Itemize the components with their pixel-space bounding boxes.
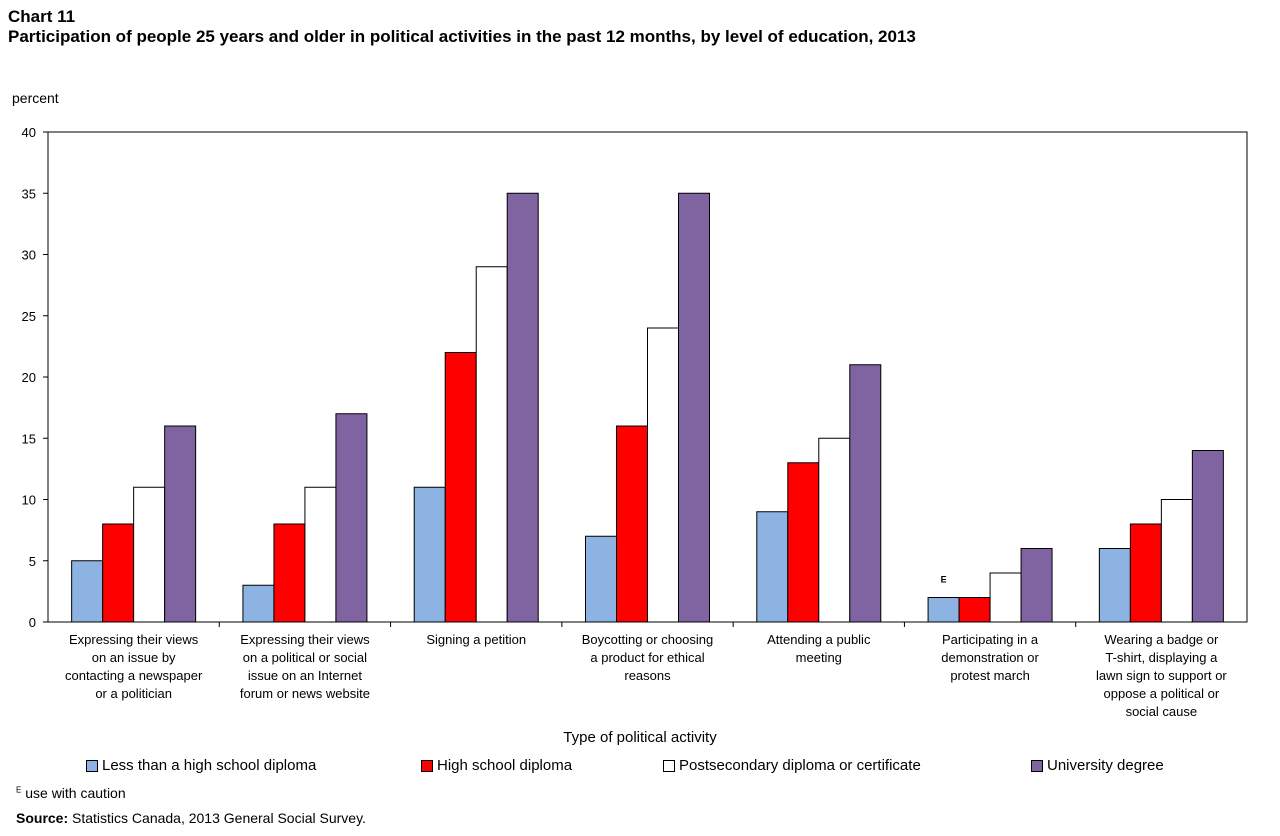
x-category-label: on an issue by: [92, 650, 176, 665]
x-category-label: issue on an Internet: [248, 668, 363, 683]
legend-swatch: [1031, 759, 1043, 772]
bar: [787, 462, 820, 623]
x-category-label: social cause: [1126, 704, 1198, 719]
legend-item-university: University degree: [1031, 757, 1164, 774]
x-category-label: meeting: [796, 650, 842, 665]
legend-item-less-than-high-school: Less than a high school diploma: [86, 757, 316, 774]
bar: [958, 597, 991, 623]
y-tick-label: 20: [22, 370, 36, 385]
bar: [756, 511, 789, 623]
x-category-label: contacting a newspaper: [65, 668, 203, 683]
bar: [616, 425, 648, 623]
legend-label: Postsecondary diploma or certificate: [679, 757, 921, 774]
bar: [164, 425, 197, 623]
bar: [1098, 548, 1131, 623]
bar: [102, 523, 135, 623]
y-tick-label: 15: [22, 431, 36, 446]
footnote-marker: E: [16, 785, 22, 795]
x-category-label: Signing a petition: [426, 632, 526, 647]
footnote: E use with caution: [16, 785, 126, 801]
bar: [1191, 450, 1224, 623]
legend-label: University degree: [1047, 757, 1164, 774]
legend-item-postsecondary: Postsecondary diploma or certificate: [663, 757, 921, 774]
legend-swatch: [663, 759, 675, 772]
legend-label: Less than a high school diploma: [102, 757, 317, 774]
y-tick-label: 25: [22, 309, 36, 324]
bar: [585, 535, 617, 623]
source-label: Source:: [16, 810, 69, 826]
x-category-label: Participating in a: [942, 632, 1039, 647]
y-tick-label: 30: [22, 248, 36, 263]
chart-number: Chart 11: [8, 7, 76, 26]
bar: [818, 437, 851, 623]
x-category-label: forum or news website: [240, 686, 370, 701]
y-tick-label: 5: [29, 554, 36, 569]
x-axis-label: Type of political activity: [563, 729, 717, 746]
footnote-text: use with caution: [25, 785, 126, 801]
bar: [678, 192, 710, 623]
bar: [1020, 548, 1053, 623]
x-category-label: T-shirt, displaying a: [1105, 650, 1218, 665]
source-note: Source: Statistics Canada, 2013 General …: [16, 810, 366, 826]
bar: [989, 572, 1022, 623]
legend-label: High school diploma: [437, 757, 573, 774]
y-tick-label: 40: [22, 125, 36, 140]
x-category-label: Expressing their views: [69, 632, 199, 647]
bar: [475, 266, 508, 623]
chart-title: Participation of people 25 years and old…: [8, 27, 916, 46]
x-category-label: a product for ethical: [590, 650, 704, 665]
x-category-label: or a politician: [95, 686, 172, 701]
bar: [927, 597, 960, 623]
x-category-label: oppose a political or: [1104, 686, 1220, 701]
legend-item-high-school: High school diploma: [421, 757, 572, 774]
bar: [506, 192, 539, 623]
bar: [413, 486, 446, 623]
bar-annotation: E: [941, 575, 947, 585]
bar: [444, 352, 477, 623]
x-category-label: reasons: [624, 668, 671, 683]
bar: [242, 584, 275, 623]
bar: [335, 413, 368, 623]
bar: [273, 523, 306, 623]
bar: [71, 560, 104, 623]
legend: Less than a high school diploma High sch…: [0, 757, 1280, 777]
y-tick-label: 0: [29, 615, 36, 630]
x-category-label: demonstration or: [941, 650, 1039, 665]
x-category-label: Boycotting or choosing: [582, 632, 714, 647]
y-tick-label: 10: [22, 493, 36, 508]
bar: [647, 327, 679, 623]
source-text: Statistics Canada, 2013 General Social S…: [72, 810, 366, 826]
x-category-label: lawn sign to support or: [1096, 668, 1227, 683]
y-axis-label: percent: [12, 90, 59, 106]
bar: [1160, 499, 1193, 623]
legend-swatch: [421, 759, 433, 772]
x-category-label: Wearing a badge or: [1104, 632, 1219, 647]
x-category-label: protest march: [950, 668, 1029, 683]
y-tick-label: 35: [22, 186, 36, 201]
bar: [1129, 523, 1162, 623]
bar: [849, 364, 882, 623]
x-category-label: Attending a public: [767, 632, 871, 647]
bar: [133, 486, 166, 623]
x-category-label: Expressing their views: [240, 632, 370, 647]
bar: [304, 486, 337, 623]
x-category-label: on a political or social: [243, 650, 367, 665]
legend-swatch: [86, 759, 98, 772]
